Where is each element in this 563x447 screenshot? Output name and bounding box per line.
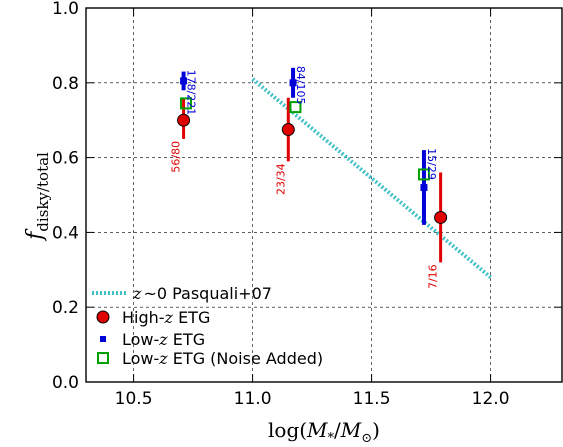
annotation-high-z-count: 56/80 [170, 141, 183, 173]
y-tick-label: 1.0 [52, 0, 79, 19]
x-axis-label: log(M*/M⊙) [268, 418, 380, 446]
annotation-low-z-count: 84/105 [294, 66, 307, 105]
annotation-low-z-count: 178/221 [185, 70, 198, 116]
legend-label-low-z-noise: Low-z ETG (Noise Added) [122, 349, 323, 368]
plot-frame [85, 7, 563, 383]
legend-label-pasquali: z ~0 Pasquali+07 [132, 284, 272, 303]
axis-ticks: 10.5 11.0 11.5 12.0 0.0 0.2 0.4 0.6 0.8 1.0 [52, 0, 562, 409]
data-point-low-z [420, 184, 428, 192]
annotation-high-z-count: 7/16 [427, 264, 440, 289]
y-tick-label: 0.6 [52, 149, 79, 169]
data-point-low-z-noise [417, 168, 430, 181]
legend-label-high-z: High-z ETG [122, 308, 210, 327]
data-marks: 56/80 23/34 7/16 178/221 84/105 15/29 [170, 66, 448, 289]
y-tick-label: 0.0 [52, 373, 79, 393]
legend-item-pasquali: z ~0 Pasquali+07 [92, 284, 272, 303]
annotation-high-z-count: 23/34 [274, 163, 287, 195]
data-point-low-z-noise [289, 101, 302, 114]
legend: z ~0 Pasquali+07 High-z ETG Low-z ETG Low… [92, 284, 323, 368]
y-tick-label: 0.8 [52, 74, 79, 94]
annotation-low-z-count: 15/29 [425, 148, 438, 180]
x-tick-label: 11.5 [353, 389, 391, 409]
y-axis-label: fdisky/total [23, 152, 52, 242]
legend-item-low-z-noise: Low-z ETG (Noise Added) [97, 349, 323, 368]
data-point-low-z [180, 77, 188, 85]
legend-green-open-square-swatch [97, 352, 109, 364]
x-tick-label: 11.0 [234, 389, 272, 409]
y-tick-label: 0.2 [52, 298, 79, 318]
legend-red-circle-swatch [96, 310, 110, 324]
data-point-high-z [434, 210, 448, 224]
data-point-high-z [177, 113, 191, 127]
y-tick-label: 0.4 [52, 223, 79, 243]
data-point-high-z [281, 123, 295, 137]
legend-label-low-z: Low-z ETG [122, 330, 205, 349]
legend-blue-square-swatch [100, 336, 106, 342]
legend-item-low-z: Low-z ETG [100, 330, 205, 349]
legend-item-high-z: High-z ETG [96, 308, 210, 327]
x-tick-label: 10.5 [115, 389, 153, 409]
x-tick-label: 12.0 [472, 389, 510, 409]
data-point-low-z [289, 79, 297, 87]
data-point-low-z-noise [179, 97, 192, 110]
